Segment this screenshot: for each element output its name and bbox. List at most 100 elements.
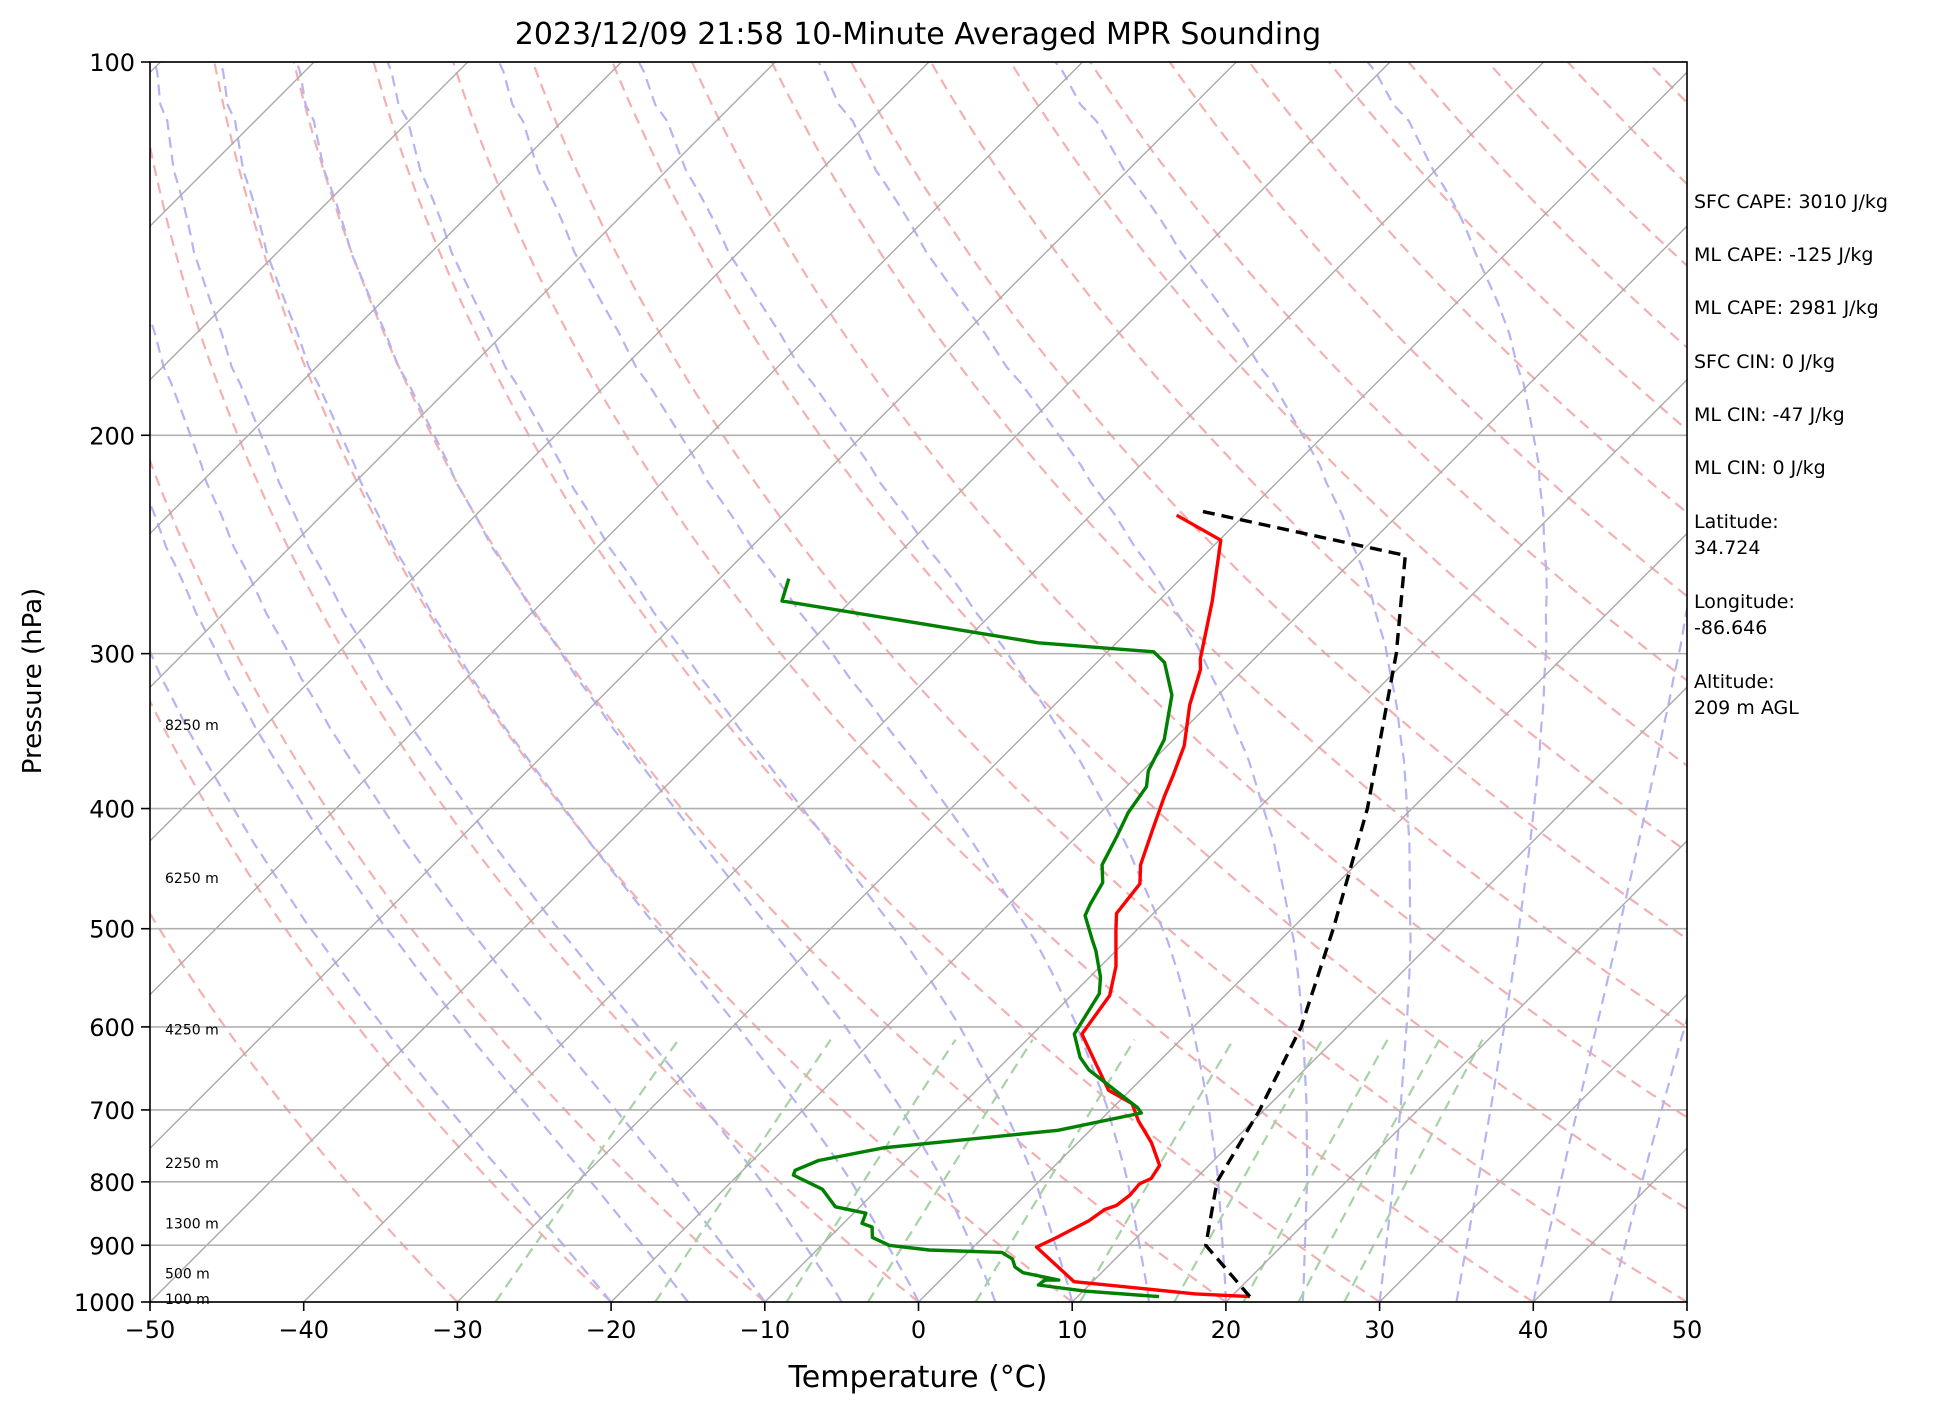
height-labels: 100 m 500 m 1300 m 2250 m 4250 m 6250 m 8250 m bbox=[165, 718, 219, 1308]
dry-adiabat-line bbox=[770, 62, 1687, 1029]
sfc-cape-text: SFC CAPE: 3010 J/kg bbox=[1694, 191, 1888, 213]
x-tick-label: 50 bbox=[1672, 1316, 1703, 1344]
isotherm-line bbox=[150, 62, 1084, 996]
ml-cape-text-2: ML CAPE: 2981 J/kg bbox=[1694, 297, 1879, 319]
moist-adiabat-line bbox=[153, 62, 843, 1302]
series-line-0 bbox=[1034, 513, 1250, 1299]
y-tick-label: 800 bbox=[89, 1169, 135, 1197]
x-tick-label: −40 bbox=[278, 1316, 329, 1344]
altitude-label: Altitude: bbox=[1694, 671, 1775, 693]
height-label: 4250 m bbox=[165, 1022, 219, 1038]
y-tick-label: 100 bbox=[89, 49, 135, 77]
pressure-grid bbox=[150, 61, 1687, 1303]
moist-adiabat-line bbox=[1532, 603, 1687, 1302]
y-tick-label: 400 bbox=[89, 796, 135, 824]
y-tick-label: 700 bbox=[89, 1097, 135, 1125]
isotherm-line bbox=[0, 62, 7, 1302]
dry-adiabat-line bbox=[292, 62, 1227, 1302]
dry-adiabat-line bbox=[611, 62, 1687, 1211]
mixing-ratio-line bbox=[1297, 1039, 1441, 1302]
isotherm-line bbox=[150, 62, 469, 381]
y-tick-label: 200 bbox=[89, 422, 135, 450]
y-tick-label: 300 bbox=[89, 641, 135, 669]
isotherm-line bbox=[150, 62, 776, 689]
x-tick-label: −10 bbox=[739, 1316, 790, 1344]
dry-adiabat-line bbox=[1487, 62, 1687, 268]
latitude-label: Latitude: bbox=[1694, 511, 1779, 533]
latitude-value: 34.724 bbox=[1694, 537, 1761, 559]
isotherm-line bbox=[150, 62, 1237, 1150]
y-axis-label: Pressure (hPa) bbox=[18, 588, 48, 775]
x-tick-label: 40 bbox=[1518, 1316, 1549, 1344]
moist-adiabat-line bbox=[498, 62, 1151, 1302]
moist-adiabat-line bbox=[817, 62, 1309, 1302]
ml-cape-text: ML CAPE: -125 J/kg bbox=[1694, 244, 1874, 266]
x-tick-label: 30 bbox=[1364, 1316, 1395, 1344]
y-tick-label: 1000 bbox=[74, 1289, 135, 1317]
moist-adiabat-line bbox=[150, 500, 689, 1302]
mixing-ratio-line bbox=[1173, 1039, 1324, 1302]
series-line-1 bbox=[780, 578, 1174, 1299]
longitude-label: Longitude: bbox=[1694, 591, 1795, 613]
x-tick-label: 10 bbox=[1057, 1316, 1088, 1344]
longitude-value: -86.646 bbox=[1694, 617, 1768, 639]
y-axis-ticks: 100 200 300 400 500 600 700 800 900 1000 bbox=[74, 49, 150, 1317]
altitude-value: 209 m AGL bbox=[1694, 697, 1799, 719]
mixing-ratio-line bbox=[1343, 1039, 1484, 1302]
height-label: 8250 m bbox=[165, 718, 219, 734]
moist-adiabat-line bbox=[295, 62, 997, 1302]
plot-frame bbox=[149, 61, 1688, 1303]
height-label: 6250 m bbox=[165, 871, 219, 887]
dry-adiabat-line bbox=[150, 911, 459, 1302]
sfc-cin-text: SFC CIN: 0 J/kg bbox=[1694, 351, 1836, 373]
ml-cin-text: ML CIN: -47 J/kg bbox=[1694, 404, 1845, 426]
background-lines bbox=[0, 62, 1687, 1302]
height-label: 1300 m bbox=[165, 1217, 219, 1233]
isotherm-line bbox=[918, 532, 1687, 1302]
isotherm-line bbox=[456, 71, 1687, 1302]
y-tick-label: 500 bbox=[89, 916, 135, 944]
y-tick-label: 600 bbox=[89, 1014, 135, 1042]
dry-adiabat-line bbox=[150, 457, 766, 1302]
dry-adiabat-line bbox=[1089, 62, 1687, 682]
sounding-series bbox=[780, 508, 1408, 1299]
dry-adiabat-line bbox=[1248, 62, 1687, 515]
isotherm-line bbox=[303, 62, 1545, 1302]
dry-adiabat-line bbox=[929, 62, 1687, 854]
dry-adiabat-line bbox=[1168, 62, 1687, 598]
x-tick-label: −50 bbox=[125, 1316, 176, 1344]
dry-adiabat-line bbox=[1407, 62, 1687, 349]
isotherm-line bbox=[764, 378, 1687, 1302]
height-label: 500 m bbox=[165, 1266, 210, 1282]
y-tick-label: 900 bbox=[89, 1232, 135, 1260]
series-line-2 bbox=[1197, 508, 1408, 1298]
moist-adiabat-line bbox=[219, 62, 920, 1302]
isotherm-line bbox=[150, 62, 622, 535]
height-label: 100 m bbox=[165, 1292, 210, 1308]
dry-adiabat-line bbox=[150, 141, 920, 1302]
x-tick-label: −20 bbox=[586, 1316, 637, 1344]
isotherm-line bbox=[1225, 839, 1687, 1302]
chart-title: 2023/12/09 21:58 10-Minute Averaged MPR … bbox=[515, 17, 1321, 52]
x-tick-label: 0 bbox=[911, 1316, 926, 1344]
dry-adiabat-line bbox=[850, 62, 1687, 941]
moist-adiabat-line bbox=[386, 62, 1074, 1302]
moist-adiabat-line bbox=[150, 314, 766, 1302]
moist-adiabat-line bbox=[1054, 62, 1412, 1302]
mixing-ratio-line bbox=[785, 1038, 957, 1302]
dry-adiabat-line bbox=[1328, 62, 1687, 432]
ml-cin-text-2: ML CIN: 0 J/kg bbox=[1694, 457, 1826, 479]
isotherm-line bbox=[1379, 993, 1687, 1302]
mixing-ratio-line bbox=[1242, 1039, 1389, 1302]
x-tick-label: 20 bbox=[1211, 1316, 1242, 1344]
mixing-ratio-line bbox=[654, 1038, 832, 1302]
x-axis-label: Temperature (°C) bbox=[788, 1360, 1048, 1395]
x-axis-ticks: −50 −40 −30 −20 −10 0 10 20 30 40 50 bbox=[125, 1302, 1703, 1344]
dry-adiabat-line bbox=[452, 62, 1534, 1302]
height-label: 2250 m bbox=[165, 1156, 219, 1172]
dry-adiabat-line bbox=[1009, 62, 1687, 767]
isotherm-line bbox=[150, 62, 1391, 1302]
moist-adiabat-line bbox=[1366, 62, 1548, 1302]
dry-adiabat-line bbox=[531, 62, 1687, 1302]
mixing-ratio-line bbox=[867, 1039, 1034, 1302]
